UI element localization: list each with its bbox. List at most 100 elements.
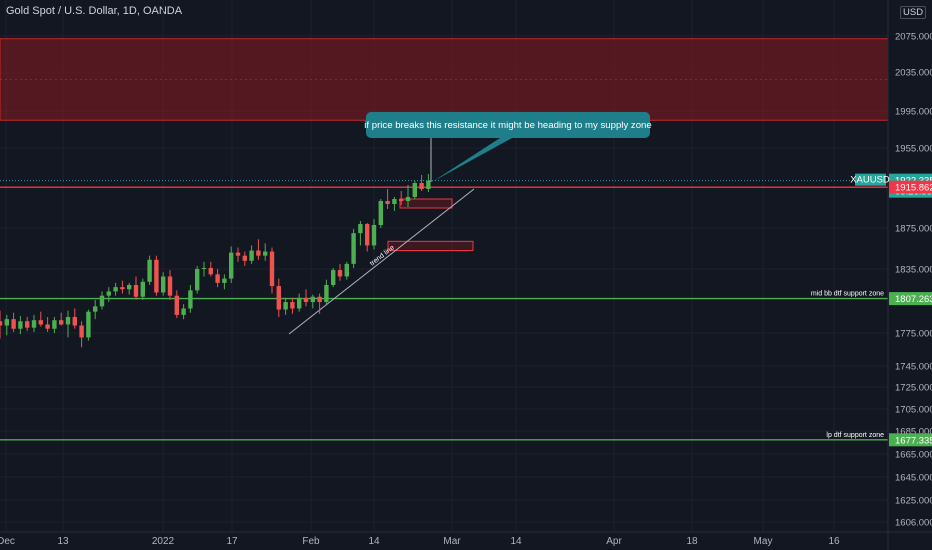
candle-2: [11, 312, 16, 332]
symbol-tag-text: XAUUSD: [850, 175, 890, 186]
candle-body-22: [147, 259, 152, 282]
level-label-1: mid bb dtf support zone: [811, 291, 884, 298]
price-tag-1: [889, 292, 932, 306]
candle-body-27: [181, 308, 186, 315]
candle-body-16: [106, 291, 111, 296]
candle-15: [99, 291, 105, 310]
candle-45: [303, 289, 309, 307]
candle-body-30: [201, 267, 207, 269]
candle-body-19: [127, 285, 132, 290]
y-tick-6: 1775.000: [895, 329, 932, 340]
annotation-callout[interactable]: if price breaks this resistance it might…: [364, 112, 652, 138]
candle-5: [31, 314, 37, 332]
candle-46: [310, 294, 315, 309]
candle-22: [147, 255, 152, 285]
candle-body-5: [31, 320, 37, 328]
candle-body-2: [11, 319, 16, 329]
candle-59: [399, 191, 404, 205]
candle-32: [215, 269, 220, 288]
currency-selector[interactable]: USD: [900, 6, 927, 19]
candle-body-37: [249, 250, 254, 261]
candle-34: [229, 246, 234, 283]
candle-body-46: [310, 296, 315, 303]
price-tag-value-0: 1915.862: [895, 183, 932, 194]
y-tick-3: 1955.000: [895, 144, 932, 155]
candle-body-9: [59, 320, 64, 325]
candle-body-39: [263, 251, 268, 256]
candle-42: [283, 297, 288, 315]
candle-17: [113, 282, 118, 296]
candle-body-17: [113, 287, 118, 292]
candle-40: [269, 247, 275, 294]
candle-body-47: [317, 296, 322, 303]
candle-20: [133, 276, 139, 300]
x-tick-1: 13: [57, 536, 69, 547]
x-tick-0: Dec: [0, 536, 15, 547]
candle-body-1: [4, 319, 9, 326]
candle-body-41: [276, 286, 281, 310]
y-tick-13: 1625.000: [895, 496, 932, 507]
x-tick-7: 14: [510, 536, 522, 547]
candle-body-35: [235, 252, 241, 256]
candle-30: [201, 261, 207, 277]
x-tick-10: May: [754, 536, 773, 547]
candle-48: [324, 279, 329, 305]
x-tick-8: Apr: [606, 536, 622, 547]
price-tag-value-1: 1807.263: [895, 294, 932, 305]
y-tick-9: 1705.000: [895, 405, 932, 416]
y-tick-1: 2035.000: [895, 68, 932, 79]
candle-body-36: [242, 255, 247, 261]
candle-36: [242, 251, 247, 266]
x-tick-6: Mar: [443, 536, 461, 547]
candle-7: [45, 317, 50, 332]
candle-49: [331, 267, 336, 288]
candle-body-12: [79, 325, 84, 338]
candle-body-62: [419, 183, 424, 189]
candle-body-31: [208, 267, 213, 275]
candles-layer: [0, 174, 431, 348]
supply-zone: [0, 38, 889, 121]
candle-body-14: [93, 306, 98, 312]
candle-21: [140, 278, 145, 300]
candle-body-23: [154, 259, 159, 293]
candle-33: [222, 274, 227, 290]
candle-47: [317, 293, 322, 314]
candle-body-34: [229, 252, 234, 279]
trend-layer: trend line: [288, 138, 512, 335]
candle-body-6: [38, 320, 43, 325]
candle-body-29: [195, 269, 200, 291]
candle-body-48: [324, 285, 329, 303]
candle-14: [93, 299, 98, 320]
y-tick-0: 2075.000: [895, 32, 932, 43]
candle-38: [256, 239, 261, 260]
candle-24: [161, 272, 166, 296]
candle-35: [235, 247, 241, 262]
candle-body-18: [120, 287, 125, 290]
y-tick-7: 1745.000: [895, 362, 932, 373]
candle-body-20: [133, 285, 139, 297]
candle-body-58: [392, 199, 397, 204]
x-tick-11: 16: [828, 536, 840, 547]
callout-pointer: [432, 138, 512, 182]
candle-28: [188, 285, 193, 313]
candle-body-4: [25, 321, 30, 328]
candle-body-59: [399, 199, 404, 201]
candle-body-10: [65, 317, 71, 325]
candle-3: [18, 315, 23, 335]
candle-50: [337, 263, 343, 281]
candle-61: [412, 181, 417, 199]
candle-4: [25, 317, 30, 331]
x-tick-9: 18: [686, 536, 698, 547]
candle-10: [65, 310, 71, 338]
candle-54: [365, 223, 370, 252]
candle-body-33: [222, 278, 227, 283]
chart-title: Gold Spot / U.S. Dollar, 1D, OANDA: [6, 5, 183, 17]
candle-body-25: [167, 276, 173, 296]
y-tick-14: 1606.000: [895, 518, 932, 529]
candle-body-63: [426, 180, 431, 189]
y-tick-5: 1835.000: [895, 265, 932, 276]
candle-body-13: [86, 311, 91, 338]
